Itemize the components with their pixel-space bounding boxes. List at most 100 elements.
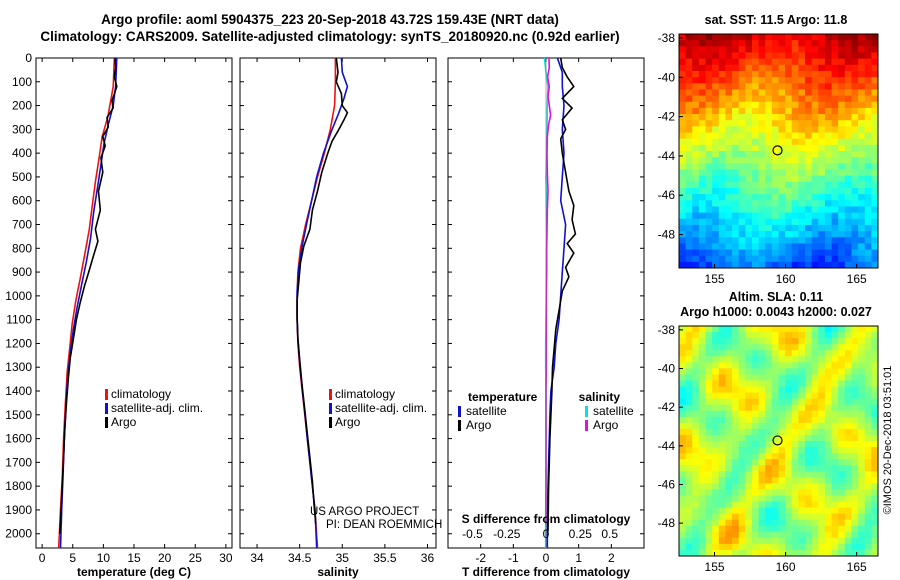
sst-map-cell bbox=[864, 144, 872, 152]
sla-map-cell bbox=[771, 477, 779, 484]
sla-map-cell bbox=[705, 398, 713, 406]
sla-map-cell bbox=[818, 519, 826, 527]
sla-map-cell bbox=[858, 459, 866, 466]
sst-map-cell bbox=[871, 64, 879, 72]
sst-map-cell bbox=[785, 95, 793, 103]
sla-map-cell bbox=[844, 549, 852, 557]
sst-map-cell bbox=[831, 261, 839, 269]
sst-map-cell bbox=[718, 181, 726, 189]
sla-map-cell bbox=[805, 483, 813, 490]
sst-map-cell bbox=[712, 95, 720, 103]
sst-map-cell bbox=[858, 83, 866, 90]
sst-map-cell bbox=[811, 194, 819, 201]
sst-map-cell bbox=[798, 249, 806, 257]
sst-map-cell bbox=[771, 194, 779, 201]
sst-map-cell bbox=[798, 243, 806, 250]
sla-map-cell bbox=[791, 525, 799, 533]
sla-map-cell bbox=[745, 392, 753, 400]
sst-map-cell bbox=[738, 255, 746, 263]
sla-map-cell bbox=[844, 416, 852, 424]
sst-map-cell bbox=[778, 181, 786, 189]
sla-map-cell bbox=[712, 398, 720, 406]
sla-map-cell bbox=[838, 404, 846, 412]
sst-map-cell bbox=[725, 218, 733, 226]
sst-map-cell bbox=[685, 237, 693, 244]
sst-map-cell bbox=[818, 138, 826, 146]
sla-map-cell bbox=[864, 338, 872, 345]
sla-map-cell bbox=[864, 410, 872, 418]
sla-map-cell bbox=[725, 507, 733, 515]
sla-map-frame bbox=[678, 325, 879, 557]
sla-map-cell bbox=[725, 350, 733, 357]
sst-map-cell bbox=[771, 212, 779, 220]
sla-map-cell bbox=[831, 537, 839, 545]
sla-map-cell bbox=[679, 531, 687, 539]
sst-map-cell bbox=[718, 206, 726, 213]
sst-map-cell bbox=[818, 249, 826, 257]
sst-map-cell bbox=[811, 144, 819, 152]
sst-map-cell bbox=[765, 64, 773, 72]
sla-map-cell bbox=[758, 356, 766, 363]
sst-map-cell bbox=[765, 77, 773, 84]
sla-map-cell bbox=[712, 501, 720, 508]
sla-map-cell bbox=[811, 501, 819, 508]
sla-map-cell bbox=[778, 368, 786, 375]
sst-map-cell bbox=[864, 206, 872, 213]
sla-map-cell bbox=[791, 428, 799, 436]
temperature-xtick-label: 15 bbox=[127, 551, 141, 565]
sst-map-cell bbox=[698, 243, 706, 250]
sla-map-cell bbox=[785, 398, 793, 406]
sla-map-cell bbox=[864, 344, 872, 351]
sst-map-cell bbox=[758, 52, 766, 60]
sla-map-cell bbox=[732, 471, 740, 478]
sst-map-cell bbox=[685, 212, 693, 220]
sla-map-cell bbox=[858, 344, 866, 351]
sst-map-cell bbox=[871, 261, 879, 269]
sla-map-cell bbox=[864, 537, 872, 545]
sst-map-cell bbox=[811, 243, 819, 250]
sla-map-cell bbox=[771, 465, 779, 472]
sla-map-cell bbox=[745, 326, 753, 333]
sst-map-cell bbox=[864, 126, 872, 133]
sst-map-cell bbox=[692, 206, 700, 213]
sst-map-cell bbox=[725, 52, 733, 60]
sla-map-cell bbox=[858, 422, 866, 430]
sst-map-cell bbox=[798, 89, 806, 96]
sla-map-cell bbox=[831, 525, 839, 533]
sst-map-cell bbox=[738, 120, 746, 127]
sst-map-cell bbox=[712, 218, 720, 226]
sst-map-cell bbox=[692, 34, 700, 41]
sst-map-cell bbox=[712, 163, 720, 170]
sst-map-cell bbox=[851, 46, 859, 53]
sla-map-cell bbox=[725, 501, 733, 508]
sla-map-cell bbox=[831, 416, 839, 424]
sst-map-cell bbox=[712, 40, 720, 47]
sst-map-cell bbox=[679, 120, 687, 127]
sla-map-cell bbox=[771, 386, 779, 393]
sst-map-cell bbox=[864, 107, 872, 115]
temperature-xtick-label: 5 bbox=[69, 551, 76, 565]
sst-map-cell bbox=[818, 40, 826, 47]
sst-map-cell bbox=[751, 157, 759, 164]
diff-legend-swatch bbox=[458, 420, 461, 431]
sst-map-cell bbox=[831, 114, 839, 121]
sla-map-cell bbox=[785, 447, 793, 454]
sla-map-cell bbox=[851, 386, 859, 393]
sla-map-cell bbox=[791, 392, 799, 400]
sst-map-cell bbox=[771, 77, 779, 84]
sst-map-cell bbox=[798, 175, 806, 183]
sst-map-cell bbox=[831, 231, 839, 238]
sla-map-cell bbox=[798, 434, 806, 442]
sst-map-cell bbox=[745, 40, 753, 47]
sst-map-cell bbox=[765, 83, 773, 90]
sst-map-cell bbox=[864, 83, 872, 90]
sst-map-cell bbox=[831, 187, 839, 195]
sst-map-cell bbox=[811, 218, 819, 226]
sla-map-cell bbox=[758, 495, 766, 502]
sla-map-cell bbox=[732, 531, 740, 539]
sst-map-cell bbox=[758, 187, 766, 195]
sst-map-cell bbox=[824, 70, 832, 78]
sla-map-cell bbox=[858, 495, 866, 502]
sst-map-cell bbox=[871, 95, 879, 103]
